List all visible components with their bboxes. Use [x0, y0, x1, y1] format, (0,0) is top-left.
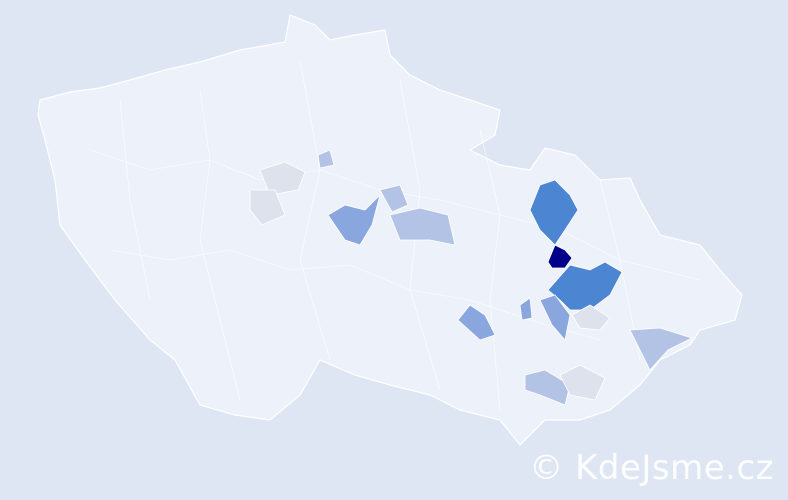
district-medium [539, 294, 571, 341]
watermark: © KdeJsme.cz [529, 448, 774, 488]
district-medium [519, 297, 533, 321]
district-low [317, 149, 335, 169]
district-lowest [571, 304, 611, 331]
district-medium [457, 304, 496, 341]
district-low [629, 327, 694, 371]
district-lowest [249, 189, 286, 226]
country-outline [37, 14, 743, 446]
district-low [389, 207, 456, 246]
district-high [547, 261, 623, 311]
district-low [524, 369, 571, 406]
district-high [529, 179, 579, 246]
district-low [379, 184, 409, 213]
district-medium [327, 193, 381, 246]
district-lowest [559, 364, 606, 401]
